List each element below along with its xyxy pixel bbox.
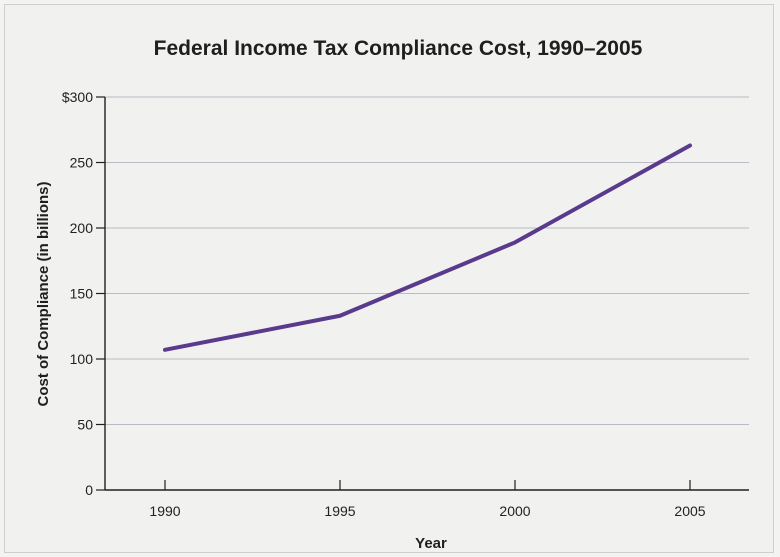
y-axis-label: Cost of Compliance (in billions) — [35, 181, 52, 406]
x-axis-ticks: 1990 1995 2000 2005 — [149, 480, 706, 519]
y-tick-label-50: 50 — [77, 417, 93, 433]
x-axis-label: Year — [415, 535, 447, 552]
line-chart: Federal Income Tax Compliance Cost, 1990… — [35, 37, 749, 552]
x-tick-label-1990: 1990 — [149, 503, 180, 519]
series-layer — [163, 143, 692, 352]
y-tick-label-200: 200 — [70, 220, 94, 236]
grid-lines — [105, 96, 749, 425]
y-tick-label-300: $300 — [62, 89, 93, 105]
chart-frame: Federal Income Tax Compliance Cost, 1990… — [4, 4, 774, 553]
y-tick-label-250: 250 — [70, 155, 94, 171]
x-tick-label-2005: 2005 — [674, 503, 705, 519]
series-line-0 — [163, 143, 692, 352]
x-tick-label-2000: 2000 — [499, 503, 530, 519]
y-tick-label-150: 150 — [70, 286, 94, 302]
y-tick-label-0: 0 — [85, 482, 93, 498]
chart-title: Federal Income Tax Compliance Cost, 1990… — [154, 37, 643, 60]
x-tick-label-1995: 1995 — [324, 503, 355, 519]
y-tick-label-100: 100 — [70, 351, 94, 367]
y-axis-ticks: 0 50 100 150 200 250 $300 — [62, 89, 105, 498]
